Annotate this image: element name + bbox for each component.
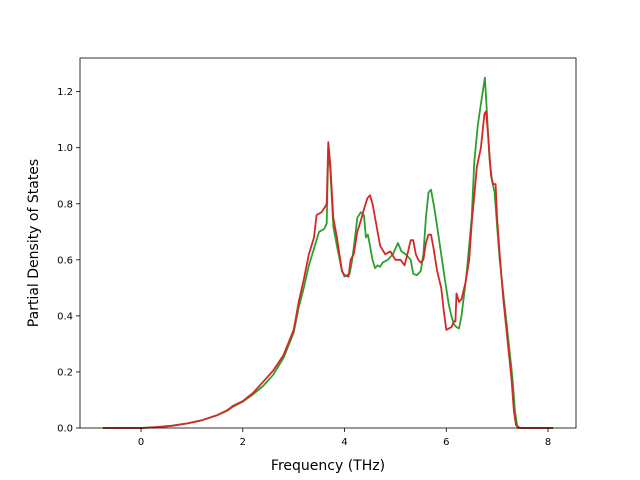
x-tick-label: 6: [443, 437, 449, 448]
y-axis-ticks: 0.0 0.2 0.4 0.6 0.8 1.0 1.2: [57, 87, 80, 435]
series-line-2: [102, 110, 554, 429]
y-tick-label: 0.8: [57, 199, 73, 210]
y-tick-label: 1.0: [57, 143, 73, 154]
plot-lines: [102, 76, 554, 429]
x-tick-label: 0: [138, 437, 144, 448]
y-tick-label: 0.2: [57, 367, 73, 378]
y-tick-label: 1.2: [57, 87, 73, 98]
x-tick-label: 4: [341, 437, 347, 448]
y-tick-label: 0.0: [57, 424, 73, 435]
plot-area-frame: [79, 57, 577, 429]
x-axis-ticks: 0 2 4 6 8: [138, 428, 551, 448]
x-tick-label: 2: [240, 437, 246, 448]
x-axis-label: Frequency (THz): [271, 458, 385, 474]
y-tick-label: 0.4: [57, 311, 73, 322]
y-tick-label: 0.6: [57, 255, 73, 266]
y-axis-label: Partial Density of States: [26, 159, 42, 327]
x-tick-label: 8: [545, 437, 551, 448]
series-line-1: [102, 76, 554, 429]
